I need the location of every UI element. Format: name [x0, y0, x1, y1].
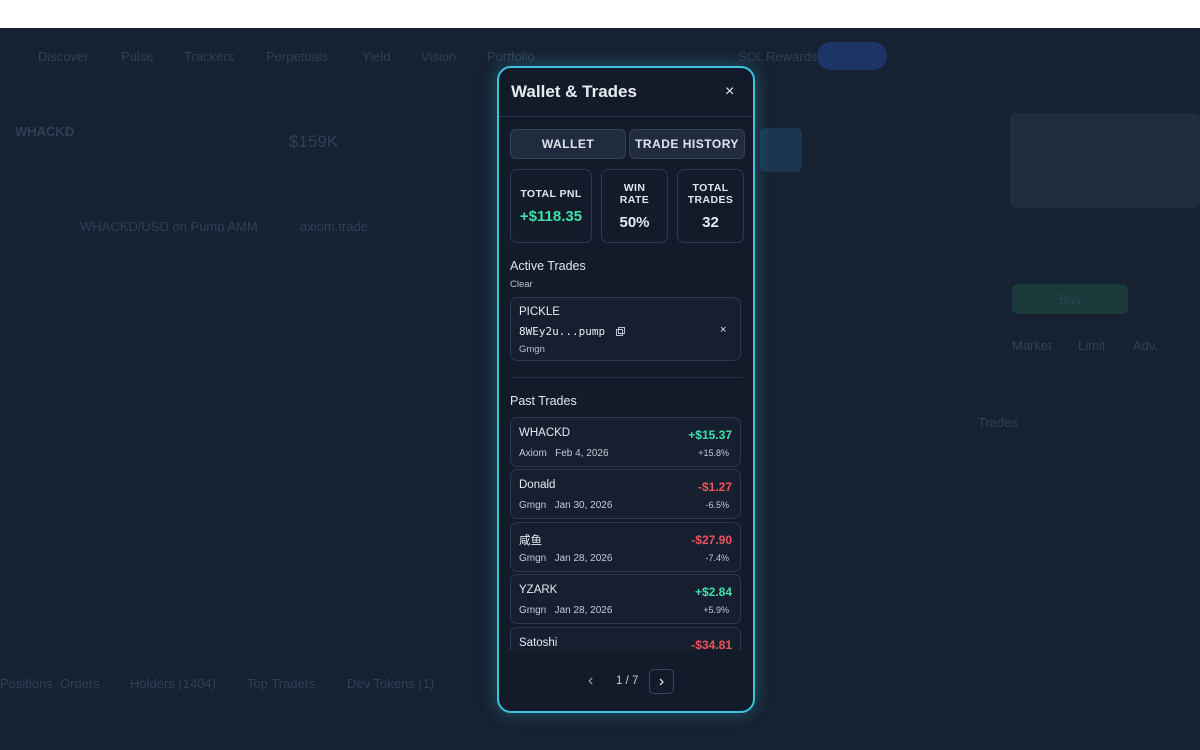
- stat-label: TOTAL PNL: [520, 187, 582, 200]
- trade-date: Jan 28, 2026: [554, 553, 613, 564]
- trade-meta: Gmgn Jan 28, 2026: [519, 605, 612, 616]
- stat-card: WIN RATE 50%: [601, 169, 668, 243]
- trade-source: Gmgn: [519, 500, 547, 511]
- trade-pnl: +$15.37: [688, 428, 732, 442]
- trade-date: Jan 28, 2026: [554, 605, 613, 616]
- trade-name: 咸鱼: [519, 535, 542, 547]
- trade-source: Gmgn: [519, 605, 547, 616]
- trade-date: Feb 4, 2026: [555, 448, 609, 459]
- clear-button[interactable]: Clear: [510, 279, 533, 290]
- remove-button[interactable]: ×: [720, 324, 727, 336]
- trade-meta: Gmgn Jan 28, 2026: [519, 553, 612, 564]
- stat-label: WIN RATE: [619, 181, 650, 206]
- stat-card: TOTAL TRADES 32: [677, 169, 744, 243]
- nav-link: Yield: [362, 49, 391, 64]
- past-trade: Satoshi -$34.81: [510, 627, 741, 650]
- stat-value: 50%: [619, 213, 650, 231]
- buy-label: Buy: [1059, 292, 1082, 307]
- past-trade: Donald Gmgn Jan 30, 2026 -$1.27 -6.5%: [510, 469, 741, 519]
- trade-source: Axiom: [519, 448, 547, 459]
- trade-pct: +5.9%: [703, 605, 729, 615]
- buy-button: [1012, 284, 1128, 314]
- modal-title: Wallet & Trades: [511, 82, 637, 101]
- past-trade: WHACKD Axiom Feb 4, 2026 +$15.37 +15.8%: [510, 417, 741, 467]
- trades-tab: Trades: [978, 415, 1018, 430]
- nav-link: Discover: [38, 49, 89, 64]
- trade-meta: Gmgn Jan 30, 2026: [519, 500, 612, 511]
- divider: [510, 377, 742, 378]
- trade-pnl: -$27.90: [691, 533, 732, 547]
- chart-area: [20, 253, 460, 593]
- nav-link: Pulse: [121, 49, 154, 64]
- trade-name: WHACKD: [519, 427, 571, 439]
- divider: [499, 116, 753, 117]
- trade-history-tab[interactable]: TRADE HISTORY: [629, 129, 745, 159]
- past-trades-list: WHACKD Axiom Feb 4, 2026 +$15.37 +15.8% …: [510, 417, 741, 650]
- nav-link: Rewards: [766, 49, 818, 64]
- section-heading: Past Trades: [510, 394, 577, 408]
- bottom-tab: Positions: [0, 676, 53, 691]
- next-page[interactable]: ›: [649, 669, 674, 694]
- trade-source: Gmgn: [519, 553, 547, 564]
- trade-meta: Axiom Feb 4, 2026: [519, 448, 609, 459]
- token-name: WHACKD: [15, 124, 75, 139]
- past-trade: 咸鱼 Gmgn Jan 28, 2026 -$27.90 -7.4%: [510, 522, 741, 572]
- order-tab: Adv.: [1133, 338, 1159, 353]
- nav-link: Vision: [421, 49, 457, 64]
- active-trade-card: PICKLE 8WEy2u...pump Gmgn ×: [510, 297, 741, 361]
- trade-date: Jan 30, 2026: [554, 500, 613, 511]
- bottom-tab: Dev Tokens (1): [347, 676, 435, 691]
- trade-pct: -6.5%: [705, 500, 729, 510]
- trade-pnl: -$1.27: [697, 480, 732, 494]
- prev-page[interactable]: ‹: [588, 672, 594, 689]
- bottom-tab: Top Traders: [247, 676, 316, 691]
- bottom-tab: Orders: [60, 676, 100, 691]
- trade-pct: -7.4%: [705, 553, 729, 563]
- nav-link: Portfolio: [487, 49, 535, 64]
- page-indicator: 1 / 7: [616, 675, 639, 687]
- wallet-modal: Wallet & Trades × WALLET TRADE HISTORY T…: [497, 66, 755, 713]
- bottom-tab: Holders (1404): [130, 676, 216, 691]
- deposit-button: [817, 42, 887, 70]
- trade-pnl: -$34.81: [691, 638, 732, 650]
- order-tab: Limit: [1078, 338, 1106, 353]
- trade-pct: +15.8%: [698, 448, 729, 458]
- network: SOL: [738, 49, 765, 64]
- trade-name: Donald: [519, 479, 556, 491]
- stat-value: 32: [702, 213, 719, 231]
- stat-card: TOTAL PNL +$118.35: [510, 169, 592, 243]
- past-trade: YZARK Gmgn Jan 28, 2026 +$2.84 +5.9%: [510, 574, 741, 624]
- video-thumbnail: [1010, 113, 1200, 208]
- stat-label: TOTAL TRADES: [687, 181, 734, 206]
- trade-source: Gmgn: [519, 344, 545, 355]
- nav-link: Trackers: [184, 49, 235, 64]
- order-tab: Market: [1012, 338, 1052, 353]
- chart-title: WHACKD/USD on Pump AMM: [80, 219, 258, 234]
- trade-name: Satoshi: [519, 637, 558, 649]
- trade-address: 8WEy2u...pump: [519, 325, 606, 338]
- trade-pnl: +$2.84: [694, 585, 732, 599]
- wallet-tab[interactable]: WALLET: [510, 129, 626, 159]
- market-cap: $159K: [289, 132, 339, 151]
- highlight-panel: [760, 128, 802, 172]
- stat-value: +$118.35: [519, 207, 583, 225]
- chart-source: axiom.trade: [300, 219, 368, 234]
- copy-icon[interactable]: [616, 327, 625, 336]
- close-button[interactable]: ×: [725, 83, 735, 100]
- trade-name: YZARK: [519, 584, 558, 596]
- section-heading: Active Trades: [510, 259, 586, 273]
- nav-link: Perpetuals: [266, 49, 329, 64]
- trade-name: PICKLE: [519, 306, 560, 318]
